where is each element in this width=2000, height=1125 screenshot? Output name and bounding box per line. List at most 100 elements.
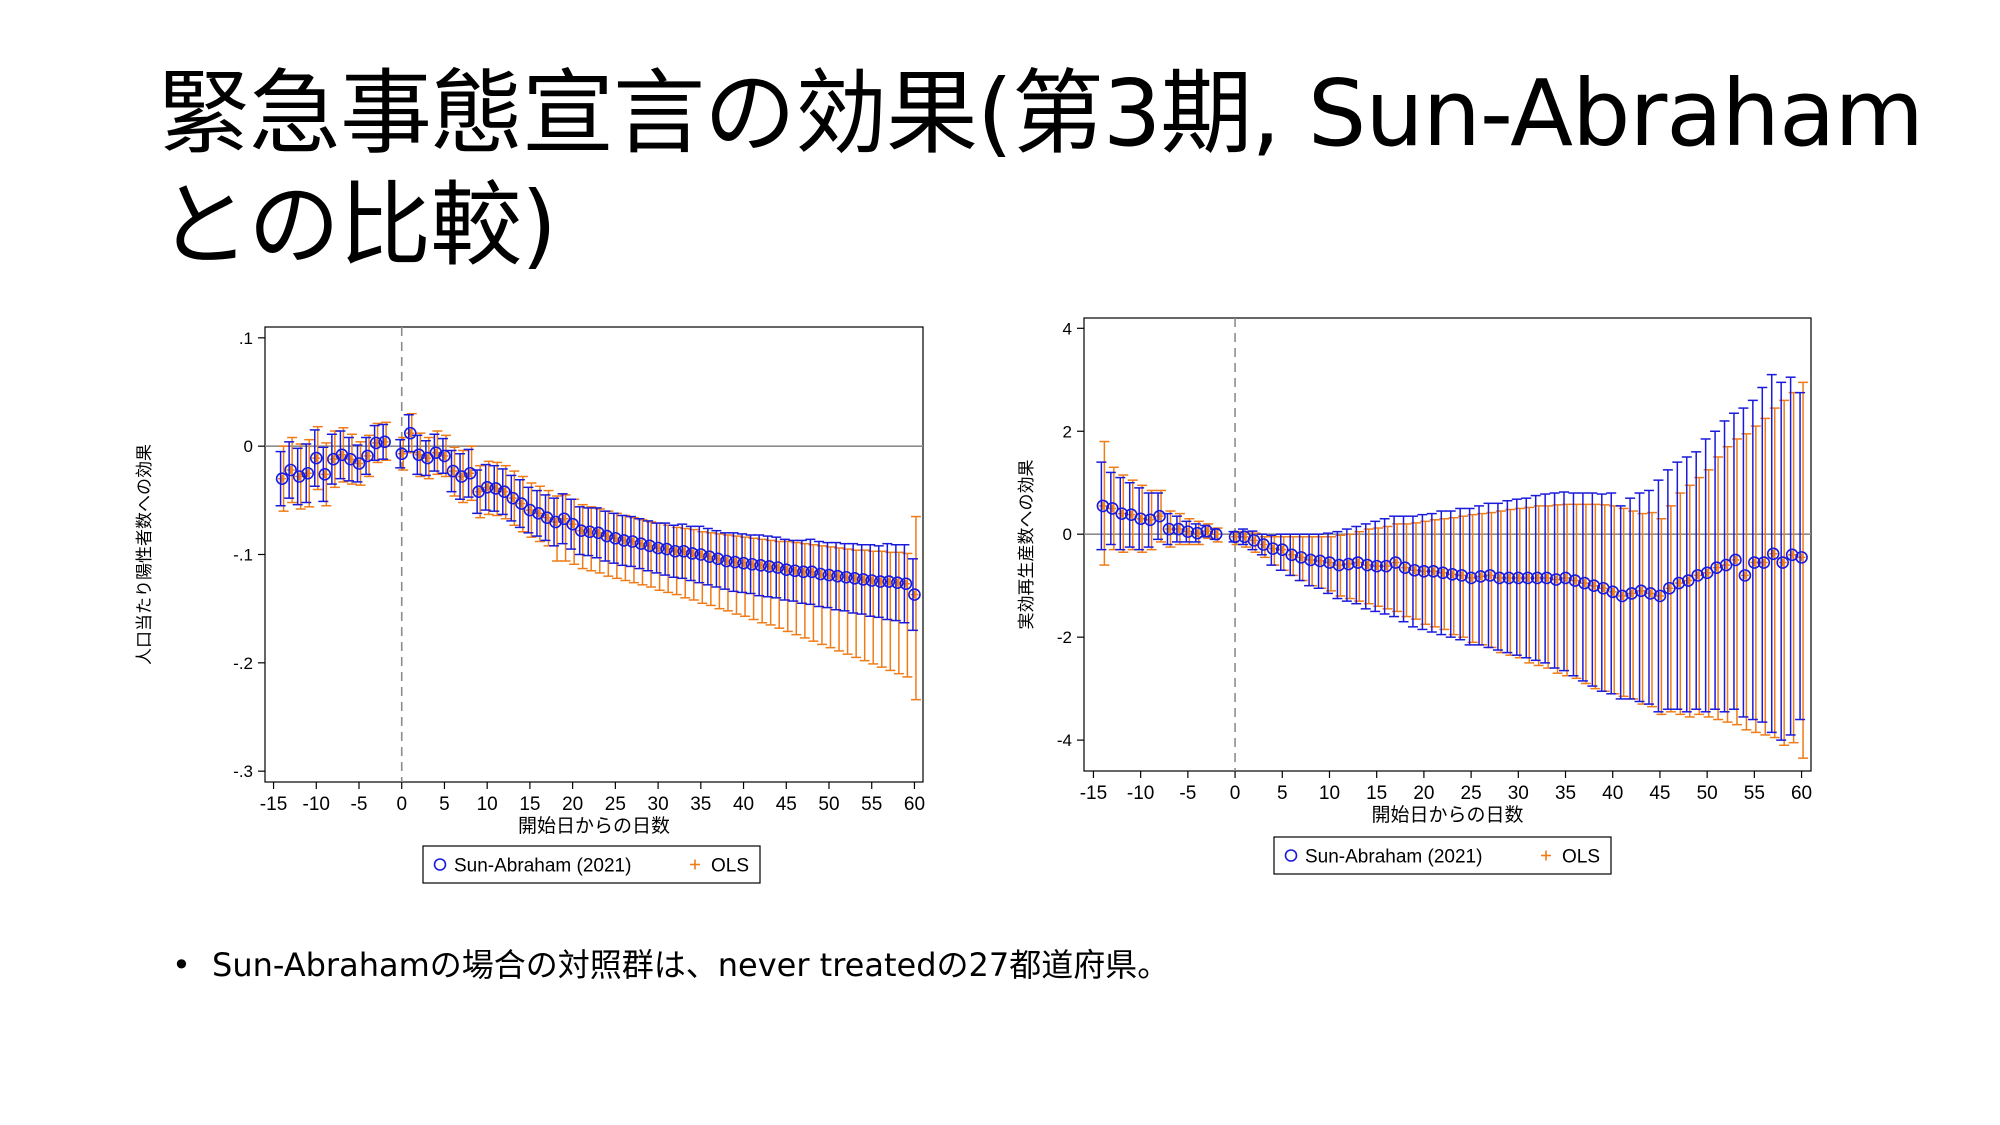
data-point-circle [1351, 556, 1365, 569]
data-point-circle [438, 449, 451, 463]
data-point-circle [1445, 568, 1459, 581]
data-point-circle [1738, 569, 1752, 582]
data-point-circle [1427, 564, 1440, 578]
data-point-circle [626, 535, 639, 548]
x-tick-label: 10 [477, 794, 498, 815]
chart-positives-effect: .1 0 -.1 -.2 -.3 -15 -10 -5 0 5 10 15 20 25 30 35 40 45 50… [135, 326, 925, 884]
data-point-circle [1181, 525, 1195, 538]
data-point-circle [1653, 589, 1667, 603]
data-point-circle [378, 435, 391, 449]
x-tick-label: -5 [1179, 783, 1196, 804]
data-point-circle [1190, 526, 1204, 540]
x-tick-label: 20 [562, 794, 583, 815]
data-point-circle [882, 575, 896, 588]
data-point-circle [1172, 522, 1185, 536]
x-tick-label: 50 [818, 794, 839, 815]
data-point-circle [643, 539, 656, 553]
y-axis-label: 人口当たり陽性者数への効果 [135, 444, 154, 665]
data-point-circle [549, 515, 562, 529]
x-tick-label: 0 [396, 794, 407, 815]
data-point-circle [745, 557, 759, 571]
data-point-circle [284, 463, 297, 477]
y-tick-label: 0 [244, 437, 253, 456]
slide-title-line-1: 緊急事態宣言の効果(第3期, Sun-Abraham [158, 60, 1924, 167]
data-point-circle [489, 482, 503, 495]
x-tick-label: 5 [1277, 783, 1288, 804]
data-point-circle [1530, 571, 1544, 585]
x-tick-label: -10 [303, 794, 330, 815]
data-point-circle [1719, 558, 1733, 572]
data-point-circle [1549, 573, 1563, 586]
data-point-circle [292, 470, 306, 483]
legend-marker-sun-abraham [433, 858, 447, 871]
data-point-circle [361, 449, 374, 463]
plot-frame [264, 326, 924, 783]
x-tick-label: -5 [351, 794, 368, 815]
data-point-circle [1568, 574, 1582, 587]
data-point-circle [412, 448, 426, 462]
data-point-circle [429, 446, 443, 459]
data-point-circle [1785, 548, 1799, 562]
data-point-circle [352, 457, 366, 470]
data-point-circle [1615, 589, 1629, 603]
data-point-circle [1663, 581, 1676, 595]
x-tick-label: 20 [1413, 783, 1434, 804]
data-point-circle [515, 497, 528, 510]
data-point-circle [1436, 566, 1450, 580]
data-point-circle [574, 524, 588, 537]
data-point-circle [771, 561, 785, 574]
data-point-circle [1540, 571, 1553, 585]
data-point-circle [403, 426, 417, 440]
x-tick-label: 15 [519, 794, 540, 815]
data-point-circle [694, 548, 708, 561]
y-tick-label: -2 [1057, 628, 1072, 647]
data-point-circle [1134, 512, 1147, 526]
data-point-circle [1691, 569, 1705, 582]
data-point-circle [1332, 558, 1346, 572]
data-point-circle [891, 576, 904, 589]
x-tick-label: 55 [1744, 783, 1765, 804]
data-point-circle [463, 466, 477, 480]
data-point-circle [856, 573, 870, 586]
data-point-circle [1757, 556, 1771, 569]
data-point-circle [908, 588, 921, 601]
x-tick-label: 25 [1461, 783, 1482, 804]
data-point-circle [685, 547, 699, 560]
data-point-circle [1766, 547, 1780, 561]
data-point-circle [309, 451, 323, 465]
x-tick-label: 35 [1555, 783, 1576, 804]
data-point-circle [1285, 548, 1299, 562]
legend: Sun-Abraham (2021) OLS [1273, 836, 1612, 875]
data-point-circle [1729, 553, 1742, 567]
data-point-circle [1700, 566, 1714, 580]
data-point-circle [1275, 543, 1289, 556]
bullet-note: • Sun-Abrahamの場合の対照群は、never treatedの27都道府… [172, 940, 1169, 986]
data-point-circle [369, 436, 383, 450]
data-point-circle [1587, 579, 1601, 592]
data-point-circle [1360, 558, 1374, 572]
data-point-circle [1578, 576, 1591, 590]
data-point-circle [1370, 559, 1383, 573]
bullet-marker: • [172, 946, 191, 984]
x-tick-label: -15 [260, 794, 287, 815]
slide-title-line-2: との比較) [158, 172, 557, 279]
data-point-circle [865, 574, 879, 587]
data-point-circle [1342, 557, 1355, 571]
data-point-circle [1323, 556, 1336, 569]
data-point-circle [1294, 551, 1308, 564]
data-point-circle [1096, 499, 1110, 513]
data-point-circle [728, 555, 742, 569]
y-tick-label: -.1 [233, 546, 253, 565]
data-point-circle [318, 468, 332, 481]
x-tick-label: 50 [1697, 783, 1718, 804]
data-point-circle [762, 560, 776, 573]
y-axis-label: 実効再生産数への効果 [1017, 460, 1036, 630]
x-tick-label: 30 [1508, 783, 1529, 804]
x-tick-label: 40 [733, 794, 754, 815]
data-point-circle [1228, 530, 1242, 544]
data-point-circle [720, 554, 733, 568]
data-point-circle [1313, 554, 1327, 568]
data-point-circle [301, 466, 315, 480]
x-tick-label: 60 [904, 794, 925, 815]
